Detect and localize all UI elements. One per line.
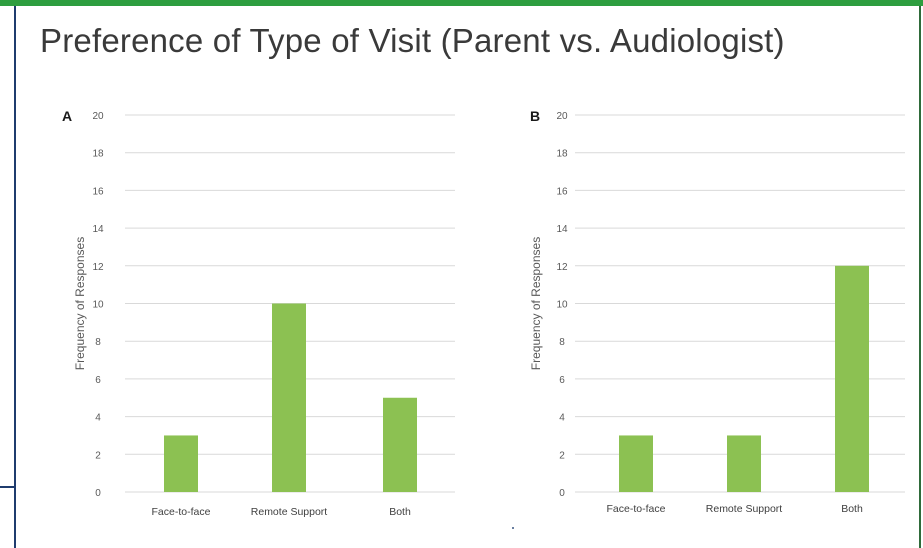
- panel-a-y-tick-label: 18: [92, 149, 104, 160]
- panel-b-y-tick-label: 2: [559, 450, 565, 461]
- slide-title: Preference of Type of Visit (Parent vs. …: [40, 22, 785, 59]
- left-border-tick: [0, 486, 16, 488]
- panel-b-x-category-label: Remote Support: [706, 503, 783, 515]
- panel-a-y-axis-title: Frequency of Responses: [73, 237, 87, 370]
- panel-a-y-tick-label: 8: [95, 337, 101, 348]
- panel-a-y-tick-label: 2: [95, 450, 101, 461]
- panel-b-x-category-label: Both: [841, 503, 863, 515]
- panel-b-y-tick-label: 6: [559, 375, 565, 386]
- panel-a-x-category-label: Both: [389, 506, 411, 518]
- panel-b-x-category-label: Face-to-face: [607, 503, 666, 515]
- panel-b-bar: [619, 435, 653, 492]
- stray-dot: [512, 527, 514, 529]
- panel-a-y-tick-label: 16: [92, 186, 104, 197]
- panel-b-y-tick-label: 14: [556, 224, 568, 235]
- panel-b-label: B: [530, 108, 540, 124]
- panel-b-y-tick-label: 18: [556, 149, 568, 160]
- left-border-line: [14, 6, 16, 548]
- panel-b-y-tick-label: 12: [556, 262, 568, 273]
- panel-a-y-tick-label: 14: [92, 224, 104, 235]
- panel-b-y-tick-label: 0: [559, 488, 565, 499]
- panel-a-x-category-label: Face-to-face: [152, 506, 211, 518]
- panel-b-bar: [835, 265, 869, 492]
- panel-a-y-tick-label: 12: [92, 262, 104, 273]
- panel-b-y-tick-label: 16: [556, 186, 568, 197]
- panel-a-y-tick-label: 20: [92, 111, 104, 122]
- panel-b-y-tick-label: 20: [556, 111, 568, 122]
- panel-b-y-axis-title: Frequency of Responses: [529, 237, 543, 370]
- panel-a-y-tick-label: 4: [95, 413, 101, 424]
- panel-a-bar: [383, 397, 417, 492]
- right-border-line: [919, 6, 921, 548]
- panel-b-y-tick-label: 8: [559, 337, 565, 348]
- panel-a-y-tick-label: 0: [95, 488, 101, 499]
- panel-a-y-tick-label: 10: [92, 300, 104, 311]
- top-accent-bar: [0, 0, 923, 6]
- panel-a-bar: [272, 303, 306, 492]
- panel-b-bar: [727, 435, 761, 492]
- panel-b-y-tick-label: 4: [559, 413, 565, 424]
- panel-a-label: A: [62, 108, 72, 124]
- panel-a-bar: [164, 435, 198, 492]
- panel-b-y-tick-label: 10: [556, 300, 568, 311]
- panel-a-x-category-label: Remote Support: [251, 506, 328, 518]
- panel-a-y-tick-label: 6: [95, 375, 101, 386]
